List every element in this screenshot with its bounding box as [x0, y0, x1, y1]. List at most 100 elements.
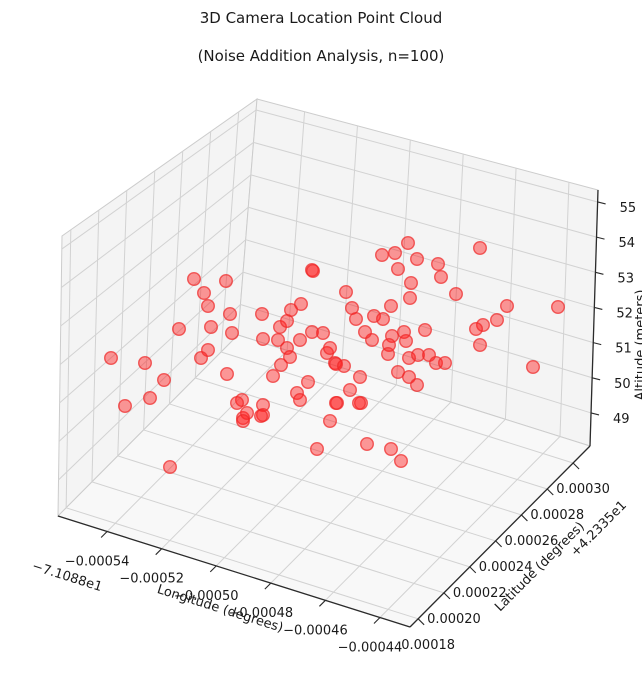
- scatter-point: [388, 245, 403, 260]
- scatter-point: [294, 297, 309, 312]
- scatter-point: [229, 396, 244, 411]
- z-tick: [596, 236, 605, 240]
- scatter-point: [381, 347, 396, 362]
- scatter-point: [376, 312, 391, 327]
- scatter-point: [323, 414, 338, 429]
- scatter-point: [316, 326, 331, 341]
- z-gridline-left-wall: [59, 239, 247, 404]
- z-tick-label: 50: [614, 377, 631, 392]
- y-tick: [443, 592, 451, 600]
- y-gridline-wall: [194, 131, 212, 379]
- scatter-point: [404, 276, 419, 291]
- scatter-point: [305, 325, 320, 340]
- x-gridline-wall: [341, 125, 358, 368]
- z-tick-label: 53: [617, 271, 634, 286]
- scatter-point: [271, 333, 286, 348]
- scatter-point: [293, 393, 308, 408]
- scatter-point: [375, 247, 390, 262]
- scatter-point: [256, 398, 271, 413]
- y-gridline-floor: [169, 403, 522, 516]
- z-axis-spine: [589, 189, 599, 447]
- y-gridline-wall: [143, 170, 156, 430]
- z-gridline-left-wall: [58, 271, 244, 442]
- y-tick: [495, 540, 502, 548]
- scatter-point: [224, 326, 239, 341]
- scatter-point: [219, 367, 234, 382]
- scatter-point: [256, 332, 271, 347]
- scatter-point: [438, 356, 453, 371]
- scatter-point: [391, 262, 406, 277]
- scatter-point: [306, 264, 321, 279]
- z-gridline-right-wall: [245, 239, 594, 344]
- x-axis-spine: [57, 515, 411, 628]
- scatter-point: [399, 334, 414, 349]
- x-tick: [209, 565, 217, 573]
- z-tick: [591, 377, 601, 381]
- scatter-point: [337, 359, 352, 374]
- scatter-point: [253, 409, 268, 424]
- scatter-point: [500, 299, 515, 314]
- x-tick-label: −0.00044: [338, 641, 403, 656]
- z-gridline-left-wall: [60, 142, 254, 288]
- scatter-point: [469, 322, 484, 337]
- scatter-point: [401, 235, 416, 250]
- scatter-point: [434, 270, 449, 285]
- scatter-point: [103, 351, 118, 366]
- z-gridline-right-wall: [255, 109, 598, 203]
- y-tick-label: 0.00026: [505, 534, 559, 549]
- z-tick: [597, 201, 606, 205]
- scatter-point: [418, 323, 433, 338]
- x-gridline-wall: [286, 111, 306, 351]
- scatter-point: [142, 391, 157, 406]
- x-gridline-wall: [504, 168, 517, 420]
- scatter-point: [266, 369, 281, 384]
- scatter-point: [254, 307, 269, 322]
- scatter-point: [394, 454, 409, 469]
- scatter-point: [384, 442, 399, 457]
- scatter-point: [162, 460, 177, 475]
- scatter-point: [200, 299, 215, 314]
- z-axis-label: Altitude (meters): [633, 289, 642, 401]
- scatter-point: [323, 341, 338, 356]
- x-tick-label: −0.00052: [119, 572, 184, 587]
- scatter-point: [473, 338, 488, 353]
- scatter-point: [284, 303, 299, 318]
- y-gridline-floor: [117, 455, 470, 568]
- y-gridline-wall: [117, 190, 128, 456]
- scatter-point: [329, 396, 344, 411]
- z-tick: [593, 342, 602, 346]
- scatter-point: [352, 396, 367, 411]
- scatter-point: [280, 341, 295, 356]
- y-tick: [546, 488, 554, 496]
- x-gridline-floor: [325, 418, 506, 601]
- z-tick: [594, 306, 603, 310]
- z-gridline-left-wall: [60, 174, 252, 327]
- scatter-point: [384, 299, 399, 314]
- scatter-point: [490, 313, 505, 328]
- scatter-point: [274, 358, 289, 373]
- scatter-point: [410, 378, 425, 393]
- scatter-point: [473, 240, 488, 255]
- chart-title-line1: 3D Camera Location Point Cloud: [199, 9, 443, 27]
- y-tick: [521, 514, 528, 522]
- x-tick-label: −0.00046: [283, 623, 348, 638]
- scatter-point: [222, 307, 237, 322]
- z-gridline-right-wall: [248, 206, 595, 308]
- y-tick-label: 0.00020: [427, 612, 481, 627]
- scatter-point: [353, 370, 368, 385]
- z-tick: [590, 412, 600, 416]
- x-gridline-wall: [395, 139, 411, 385]
- scatter-point: [196, 286, 211, 301]
- x-tick: [319, 599, 326, 607]
- scatter-point: [403, 291, 418, 306]
- scatter-point: [193, 351, 208, 366]
- scatter-point: [360, 437, 375, 452]
- x-gridline-floor: [379, 436, 561, 618]
- scatter-point: [301, 375, 316, 390]
- y-tick: [469, 566, 477, 574]
- scatter-point: [339, 285, 354, 300]
- scatter-point: [410, 251, 425, 266]
- x-tick-label: −0.00048: [229, 606, 294, 621]
